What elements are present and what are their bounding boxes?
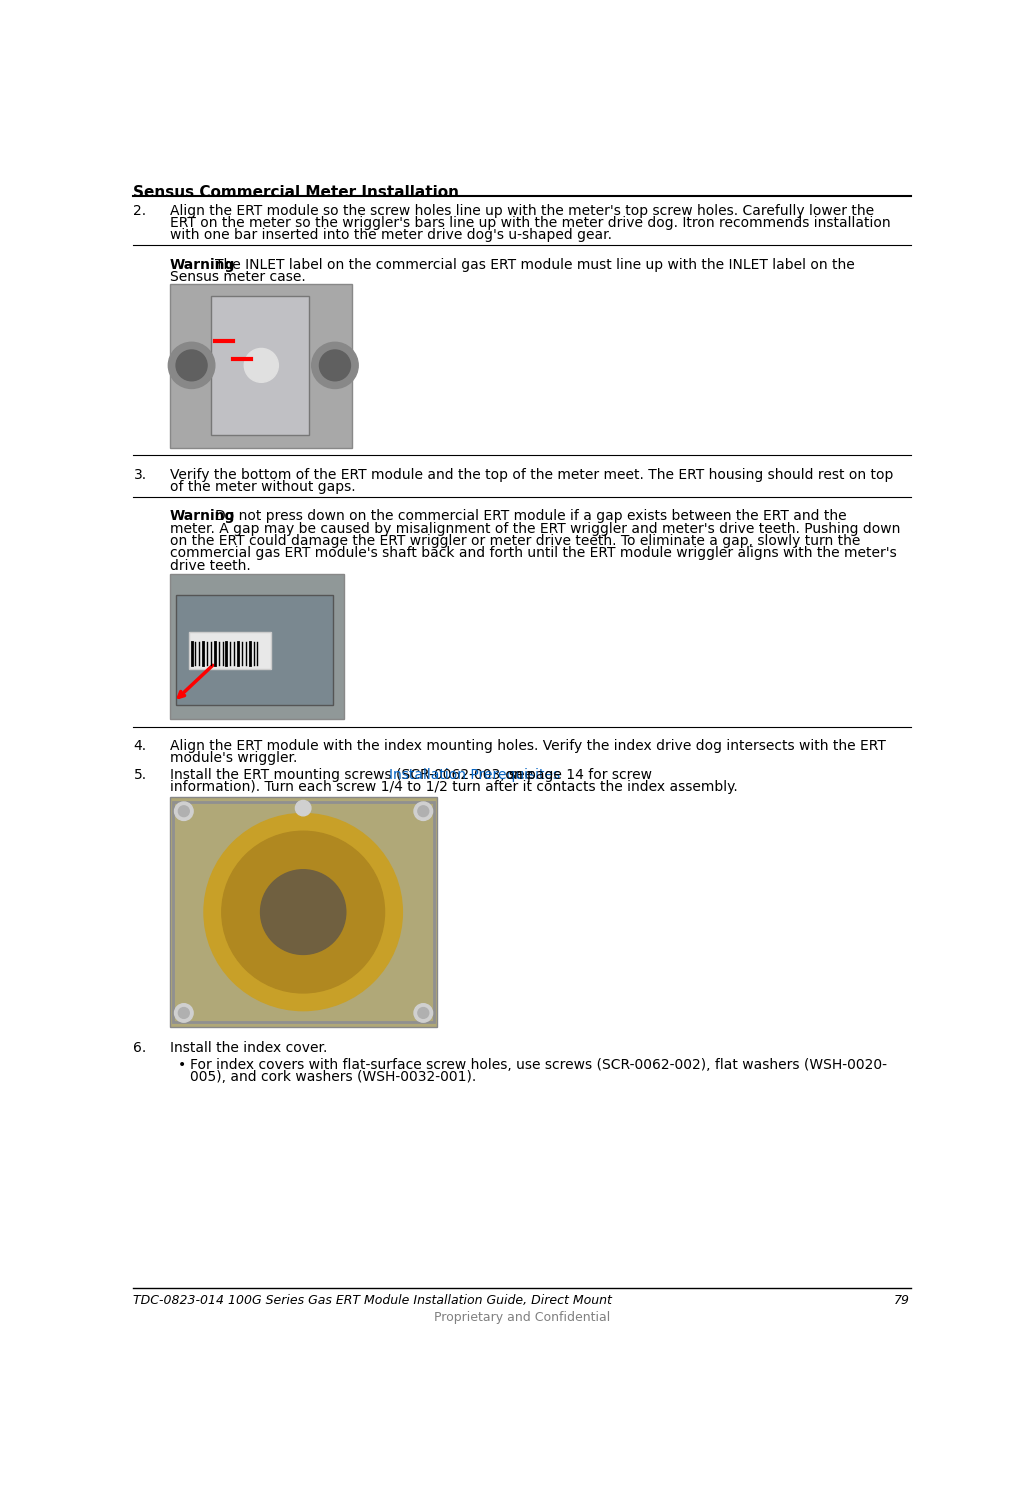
Text: on the ERT could damage the ERT wriggler or meter drive teeth. To eliminate a ga: on the ERT could damage the ERT wriggler…: [170, 534, 860, 548]
Text: Sensus meter case.: Sensus meter case.: [170, 270, 305, 283]
Text: Installation Prerequisites: Installation Prerequisites: [389, 768, 560, 782]
Circle shape: [312, 342, 358, 388]
Text: Align the ERT module with the index mounting holes. Verify the index drive dog i: Align the ERT module with the index moun…: [170, 739, 886, 753]
Circle shape: [178, 1007, 189, 1019]
Text: Warning: Warning: [170, 509, 235, 524]
Text: on page 14 for screw: on page 14 for screw: [501, 768, 653, 782]
Text: drive teeth.: drive teeth.: [170, 558, 250, 573]
FancyBboxPatch shape: [294, 874, 313, 950]
Text: Install the index cover.: Install the index cover.: [170, 1041, 327, 1055]
Circle shape: [320, 351, 350, 380]
Text: 5.: 5.: [133, 768, 147, 782]
Circle shape: [178, 806, 189, 816]
FancyBboxPatch shape: [297, 927, 309, 941]
Circle shape: [222, 831, 385, 994]
Circle shape: [414, 1004, 433, 1022]
Circle shape: [174, 1004, 193, 1022]
Circle shape: [295, 800, 310, 816]
Circle shape: [168, 342, 215, 388]
Circle shape: [417, 1007, 429, 1019]
Circle shape: [204, 813, 402, 1010]
Text: Align the ERT module so the screw holes line up with the meter's top screw holes: Align the ERT module so the screw holes …: [170, 204, 874, 218]
Text: module's wriggler.: module's wriggler.: [170, 750, 297, 765]
Text: •: •: [177, 1058, 186, 1071]
Text: of the meter without gaps.: of the meter without gaps.: [170, 480, 355, 494]
Circle shape: [261, 870, 346, 955]
Text: For index covers with flat-surface screw holes, use screws (SCR-0062-002), flat : For index covers with flat-surface screw…: [190, 1058, 887, 1071]
Text: 005), and cork washers (WSH-0032-001).: 005), and cork washers (WSH-0032-001).: [190, 1070, 476, 1083]
Circle shape: [414, 803, 433, 821]
Text: 2.: 2.: [133, 204, 147, 218]
Text: Warning: Warning: [170, 258, 235, 272]
Text: Verify the bottom of the ERT module and the top of the meter meet. The ERT housi: Verify the bottom of the ERT module and …: [170, 468, 893, 482]
Text: 3.: 3.: [133, 468, 147, 482]
Text: 4.: 4.: [133, 739, 147, 753]
Text: information). Turn each screw 1/4 to 1/2 turn after it contacts the index assemb: information). Turn each screw 1/4 to 1/2…: [170, 780, 738, 794]
Text: with one bar inserted into the meter drive dog's u-shaped gear.: with one bar inserted into the meter dri…: [170, 228, 612, 242]
FancyBboxPatch shape: [176, 595, 334, 704]
Text: Install the ERT mounting screws (SCR-0062-003, see: Install the ERT mounting screws (SCR-006…: [170, 768, 538, 782]
Text: meter. A gap may be caused by misalignment of the ERT wriggler and meter's drive: meter. A gap may be caused by misalignme…: [170, 522, 900, 536]
FancyBboxPatch shape: [170, 283, 352, 448]
Text: 6.: 6.: [133, 1041, 147, 1055]
FancyBboxPatch shape: [170, 574, 344, 719]
Text: commercial gas ERT module's shaft back and forth until the ERT module wriggler a: commercial gas ERT module's shaft back a…: [170, 546, 897, 561]
Text: TDC-0823-014 100G Series Gas ERT Module Installation Guide, Direct Mount: TDC-0823-014 100G Series Gas ERT Module …: [133, 1294, 612, 1307]
Circle shape: [417, 806, 429, 816]
Text: 79: 79: [894, 1294, 910, 1307]
Text: Sensus Commercial Meter Installation: Sensus Commercial Meter Installation: [133, 185, 459, 200]
Text: Do not press down on the commercial ERT module if a gap exists between the ERT a: Do not press down on the commercial ERT …: [215, 509, 846, 524]
Text: ERT on the meter so the wriggler's bars line up with the meter drive dog. Itron : ERT on the meter so the wriggler's bars …: [170, 216, 891, 230]
Circle shape: [244, 349, 278, 382]
Text: Proprietary and Confidential: Proprietary and Confidential: [434, 1311, 610, 1323]
Circle shape: [176, 351, 207, 380]
Text: The INLET label on the commercial gas ERT module must line up with the INLET lab: The INLET label on the commercial gas ER…: [215, 258, 854, 272]
FancyBboxPatch shape: [211, 295, 308, 436]
FancyBboxPatch shape: [170, 797, 438, 1026]
Circle shape: [174, 803, 193, 821]
FancyBboxPatch shape: [189, 631, 271, 668]
